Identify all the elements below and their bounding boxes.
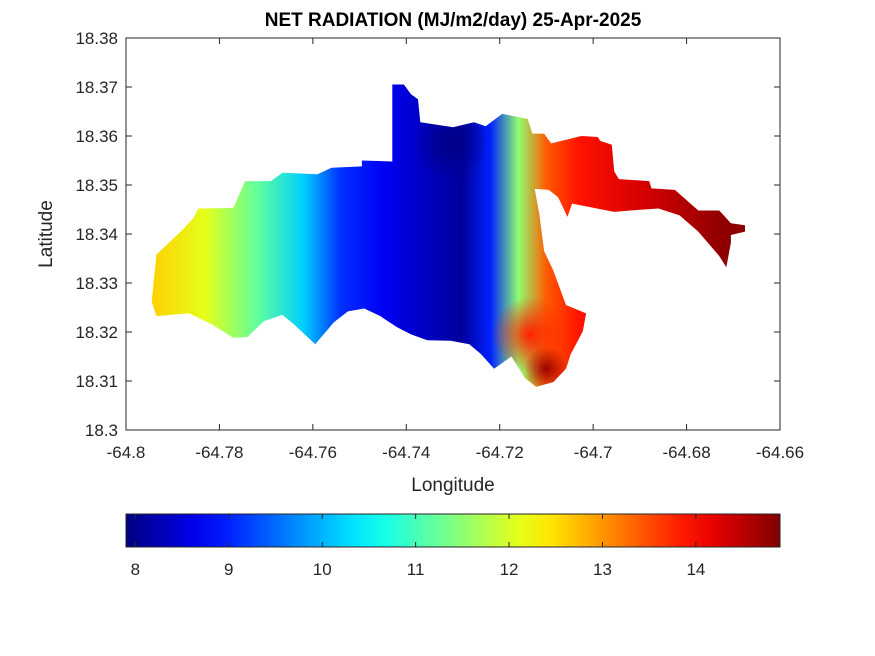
colorbar-tick-label: 12 (500, 560, 519, 579)
x-tick-label: -64.8 (107, 443, 146, 462)
x-tick-label: -64.78 (195, 443, 243, 462)
colorbar-tick-label: 9 (224, 560, 233, 579)
x-tick-label: -64.76 (289, 443, 337, 462)
colorbar: 8 9 10 11 12 13 14 (125, 513, 781, 579)
hotspot (412, 105, 489, 182)
x-tick-label: -64.68 (662, 443, 710, 462)
y-tick-label: 18.36 (75, 127, 118, 146)
y-tick-label: 18.33 (75, 274, 118, 293)
colorbar-tick-label: 10 (313, 560, 332, 579)
x-tick-label: -64.74 (382, 443, 430, 462)
x-tick-label: -64.7 (574, 443, 613, 462)
y-axis-label: Latitude (36, 200, 57, 268)
y-axis: 18.3 18.31 18.32 18.33 18.34 18.35 18.36 18.37 1… (75, 29, 780, 440)
colorbar-tick-label: 11 (407, 560, 425, 579)
x-axis-label: Longitude (411, 475, 494, 496)
colorbar-ticks: 8 9 10 11 12 13 14 (131, 514, 705, 579)
y-tick-label: 18.34 (75, 225, 118, 244)
colorbar-tick-label: 8 (131, 560, 140, 579)
map-area (125, 37, 781, 431)
y-tick-label: 18.31 (75, 372, 118, 391)
y-tick-label: 18.38 (75, 29, 118, 48)
y-tick-label: 18.37 (75, 78, 118, 97)
x-tick-label: -64.66 (756, 443, 804, 462)
x-tick-label: -64.72 (476, 443, 524, 462)
y-tick-label: 18.32 (75, 323, 118, 342)
colorbar-gradient (126, 514, 780, 547)
landmass-field (151, 84, 745, 387)
colorbar-tick-label: 14 (686, 560, 705, 579)
colorbar-tick-label: 13 (593, 560, 612, 579)
y-tick-label: 18.35 (75, 176, 118, 195)
y-tick-label: 18.3 (85, 421, 118, 440)
chart-title: NET RADIATION (MJ/m2/day) 25-Apr-2025 (265, 10, 642, 31)
x-axis: -64.8 -64.78 -64.76 -64.74 -64.72 -64.7 -64.68… (107, 38, 804, 462)
hotspot-layer (412, 105, 569, 387)
colorbar-frame (125, 513, 781, 548)
